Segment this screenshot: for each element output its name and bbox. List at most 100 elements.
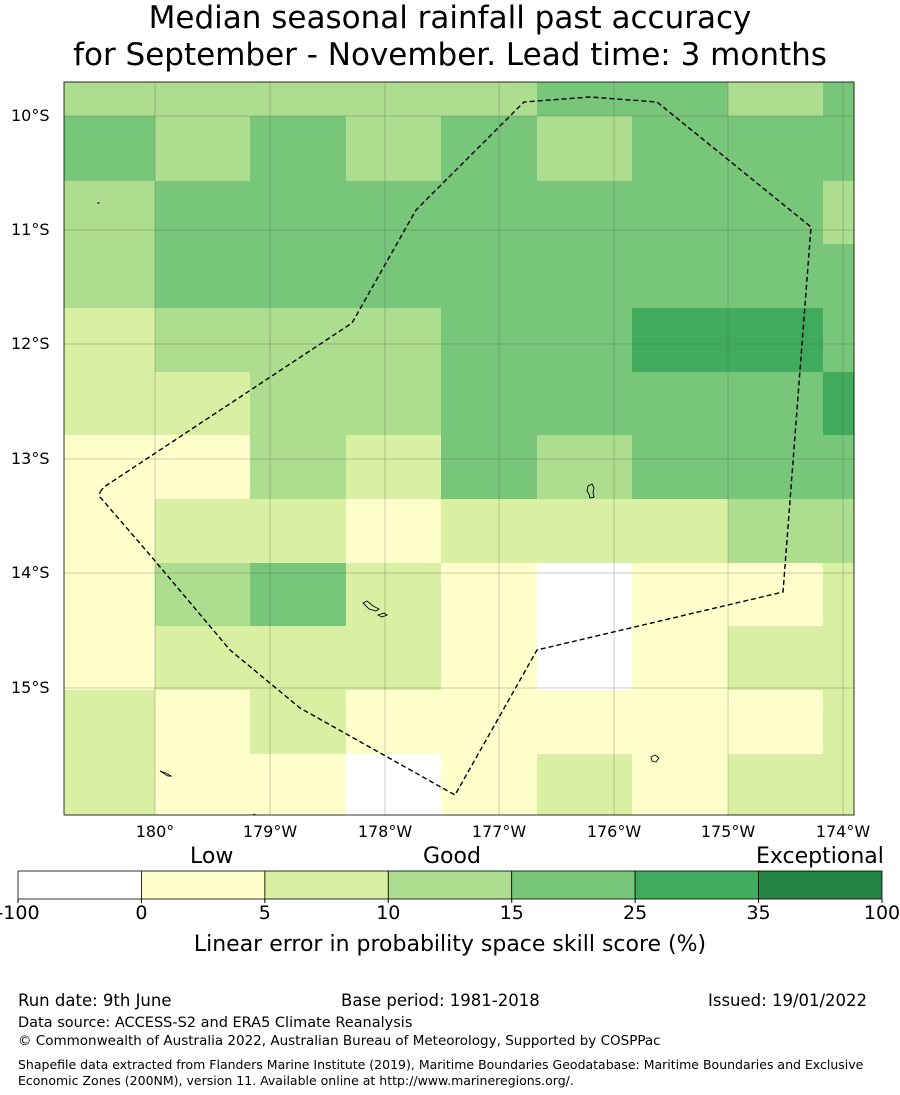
grid-cell <box>155 499 251 564</box>
chart-title: Median seasonal rainfall past accuracy f… <box>0 0 900 74</box>
island-shape <box>376 612 388 618</box>
map-frame <box>63 81 855 816</box>
colorbar-label: Linear error in probability space skill … <box>193 932 707 957</box>
grid-cell <box>250 116 347 182</box>
issued-date: Issued: 19/01/2022 <box>708 991 868 1010</box>
grid-cell <box>537 244 633 309</box>
title-line-2: for September - November. Lead time: 3 m… <box>73 37 827 73</box>
colorbar-tick-label: 0 <box>135 902 148 924</box>
colorbar-tick-label: 25 <box>623 902 648 924</box>
grid-cell <box>155 563 251 627</box>
grid-cell <box>632 82 729 117</box>
grid-cell <box>632 626 729 691</box>
grid-cell <box>537 690 633 755</box>
colorbar-category-low: Low <box>190 844 234 869</box>
lon-label: 180° <box>135 822 175 841</box>
colorbar-segment <box>634 870 759 900</box>
grid-cell <box>155 372 251 436</box>
grid-cell <box>823 308 855 373</box>
grid-cell <box>728 754 824 816</box>
grid-cell <box>155 626 251 691</box>
copyright: © Commonwealth of Australia 2022, Austra… <box>18 1033 661 1049</box>
grid-cell <box>250 308 347 373</box>
lon-label: 175°W <box>700 822 756 841</box>
island-shape <box>586 483 595 499</box>
lon-label: 179°W <box>242 822 298 841</box>
grid-cell <box>346 499 442 564</box>
lat-label: 11°S <box>11 220 50 239</box>
grid-cell <box>441 626 538 691</box>
island-shape <box>362 600 380 612</box>
grid-cell <box>346 82 442 117</box>
grid-cell <box>346 754 442 816</box>
grid-cell <box>632 563 729 627</box>
grid-cell <box>441 82 538 117</box>
grid-cell <box>632 754 729 816</box>
grid-cell <box>823 626 855 691</box>
grid-cell <box>155 308 251 373</box>
grid-cell <box>155 181 251 245</box>
grid-cell <box>441 754 538 816</box>
grid-cell <box>64 499 156 564</box>
grid-cell <box>250 563 347 627</box>
grid-cell <box>632 499 729 564</box>
grid-cell <box>537 754 633 816</box>
colorbar-category-good: Good <box>423 844 481 869</box>
grid-cell <box>728 372 824 436</box>
lat-label: 14°S <box>11 563 50 582</box>
grid-cell <box>728 563 824 627</box>
grid-cell <box>441 499 538 564</box>
grid-cell <box>537 308 633 373</box>
grid-cell <box>441 563 538 627</box>
grid-cell <box>64 308 156 373</box>
grid-cell <box>823 116 855 182</box>
grid-cell <box>250 82 347 117</box>
grid-cell <box>823 563 855 627</box>
colorbar-segment <box>264 870 389 900</box>
colorbar <box>17 870 883 903</box>
colorbar-segment <box>758 870 883 900</box>
grid-cell <box>728 82 824 117</box>
grid-cell <box>728 626 824 691</box>
grid-cell <box>346 626 442 691</box>
grid-cell <box>632 244 729 309</box>
grid-cell <box>64 690 156 755</box>
grid-cell <box>728 181 824 245</box>
grid-cell <box>441 181 538 245</box>
grid-cell <box>728 308 824 373</box>
run-date: Run date: 9th June <box>18 991 172 1010</box>
shapefile-credit: Shapefile data extracted from Flanders M… <box>18 1057 864 1088</box>
grid-cell <box>823 499 855 564</box>
grid-cell <box>250 690 347 755</box>
colorbar-tick-label: -100 <box>0 902 40 924</box>
grid-cell <box>537 499 633 564</box>
title-line-1: Median seasonal rainfall past accuracy <box>148 0 752 36</box>
lat-label: 10°S <box>11 106 50 125</box>
island-shape <box>650 754 660 763</box>
colorbar-segment <box>387 870 513 900</box>
lat-label: 13°S <box>11 449 50 468</box>
grid-cell <box>823 181 855 245</box>
lat-label: 15°S <box>11 678 50 697</box>
grid-cell <box>250 499 347 564</box>
island-outlines <box>97 202 660 816</box>
lat-label: 12°S <box>11 334 50 353</box>
colorbar-segment <box>17 870 142 900</box>
grid-cell <box>823 435 855 500</box>
grid-cell <box>64 626 156 691</box>
grid-cell <box>537 372 633 436</box>
lon-label: 178°W <box>357 822 413 841</box>
grid-cell <box>632 435 729 500</box>
grid-cell <box>441 690 538 755</box>
grid-cell <box>250 754 347 816</box>
grid-cell <box>250 244 347 309</box>
data-source: Data source: ACCESS-S2 and ERA5 Climate … <box>18 1015 413 1031</box>
grid-cell <box>64 754 156 816</box>
island-shape <box>159 770 173 777</box>
grid-cell <box>823 244 855 309</box>
grid-cell <box>537 82 633 117</box>
colorbar-segment <box>141 870 266 900</box>
grid-cell <box>346 435 442 500</box>
grid-cell <box>346 244 442 309</box>
